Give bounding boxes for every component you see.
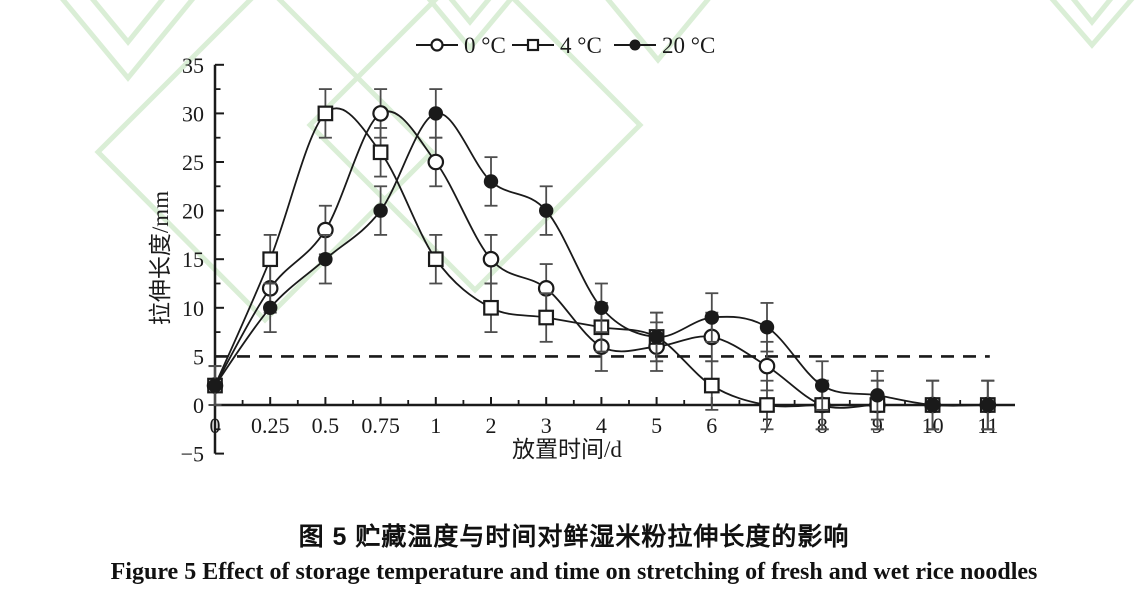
legend-filled-circle [629, 39, 641, 51]
marker-open-circle [427, 153, 445, 171]
y-tick-label: 20 [182, 199, 204, 224]
marker-open-square [427, 251, 444, 268]
marker-filled-circle [207, 378, 223, 393]
marker-open-square [317, 105, 334, 122]
legend-label: 4 °C [560, 33, 602, 58]
marker-open-square [538, 309, 555, 326]
y-tick-label: −5 [181, 442, 204, 467]
marker-filled-circle [318, 252, 333, 267]
marker-open-circle [758, 357, 776, 375]
x-tick-label: 0.75 [361, 413, 400, 438]
y-tick-label: 30 [182, 101, 204, 126]
marker-filled-circle [539, 203, 554, 218]
marker-filled-circle [483, 174, 499, 189]
series-line [214, 107, 988, 408]
legend-label: 0 °C [464, 33, 506, 58]
legend: 0 °C 4 °C 20 °C [416, 33, 715, 58]
marker-filled-circle [925, 397, 940, 413]
x-tick-label: 4 [596, 413, 607, 438]
legend-label: 20 °C [662, 33, 715, 58]
marker-filled-circle [759, 320, 775, 335]
marker-open-circle [482, 250, 500, 268]
caption-chinese: 图 5 贮藏温度与时间对鲜湿米粉拉伸长度的影响 [298, 523, 850, 551]
x-tick-label: 2 [486, 413, 497, 438]
x-tick-label: 0 [210, 413, 221, 438]
y-tick-label: 10 [182, 296, 204, 321]
line-chart: −50510152025303500.250.50.75123456789101… [148, 33, 1015, 467]
legend-item-20c: 20 °C [614, 33, 715, 58]
marker-filled-circle [594, 300, 609, 315]
legend-item-0c: 0 °C [416, 33, 506, 58]
x-tick-label: 0.5 [312, 413, 340, 438]
marker-filled-circle [704, 310, 719, 325]
y-tick-label: 25 [182, 150, 204, 175]
y-tick-label: 5 [193, 344, 204, 369]
marker-filled-circle [980, 397, 995, 413]
marker-open-square [703, 377, 720, 394]
series-line [214, 112, 988, 407]
marker-filled-circle [428, 106, 443, 121]
legend-item-4c: 4 °C [512, 33, 602, 58]
marker-open-square [372, 144, 389, 161]
marker-filled-circle [649, 329, 664, 345]
watermark-chevrons [60, 0, 1135, 324]
marker-filled-circle [870, 388, 885, 403]
x-tick-label: 5 [651, 413, 662, 438]
y-tick-label: 15 [182, 247, 204, 272]
marker-open-square [483, 299, 499, 316]
x-tick-label: 0.25 [251, 413, 290, 438]
x-tick-label: 1 [430, 413, 441, 438]
x-tick-label: 3 [541, 413, 552, 438]
marker-filled-circle [815, 378, 830, 393]
series-20c [207, 88, 995, 431]
x-axis-title: 放置时间/d [512, 437, 622, 462]
marker-open-square [262, 251, 279, 268]
y-tick-label: 35 [182, 53, 204, 78]
marker-filled-circle [263, 300, 278, 315]
y-tick-label: 0 [193, 393, 204, 418]
x-tick-label: 6 [706, 413, 717, 438]
legend-open-circle [430, 38, 444, 52]
marker-filled-circle [373, 203, 388, 218]
legend-open-square [526, 38, 540, 52]
caption-english: Figure 5 Effect of storage temperature a… [110, 559, 1038, 585]
x-axis: 00.250.50.751234567891011 [210, 397, 1015, 438]
marker-open-square [759, 397, 775, 413]
y-axis-title: 拉伸长度/mm [148, 191, 173, 325]
marker-open-circle [372, 105, 389, 122]
